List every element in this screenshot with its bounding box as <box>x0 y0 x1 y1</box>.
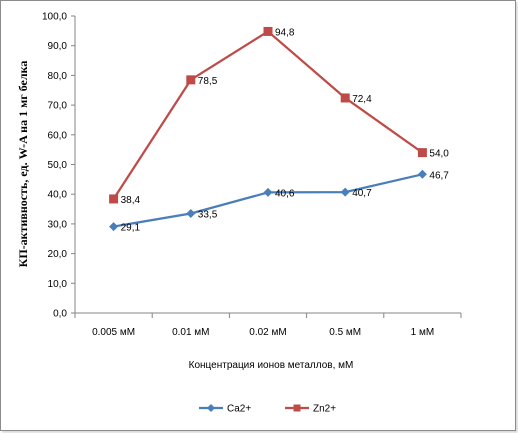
x-axis-ticks: 0.005 мМ 0.01 мМ 0.02 мМ 0.5 мМ 1 мМ <box>74 313 462 338</box>
x-tick-label: 0.5 мМ <box>329 327 361 338</box>
data-point <box>340 93 350 103</box>
data-point <box>417 169 427 179</box>
y-tick-label: 50,0 <box>48 160 68 171</box>
legend: Ca2+ Zn2+ <box>199 404 336 415</box>
series-zn2: 38,4 78,5 94,8 72,4 54,0 <box>109 26 449 206</box>
legend-label: Zn2+ <box>313 404 336 415</box>
y-tick-label: 60,0 <box>48 130 68 141</box>
data-label: 54,0 <box>429 149 449 160</box>
y-tick-label: 30,0 <box>48 219 68 230</box>
data-label: 38,4 <box>121 195 141 206</box>
series-line <box>113 173 423 228</box>
data-label: 46,7 <box>429 170 449 181</box>
data-point <box>109 194 119 204</box>
y-tick-label: 40,0 <box>48 190 68 201</box>
legend-marker <box>293 404 301 412</box>
y-tick-label: 90,0 <box>48 41 68 52</box>
data-label: 78,5 <box>198 76 218 87</box>
y-tick-label: 10,0 <box>48 279 68 290</box>
x-axis-title: Концентрация ионов металлов, мМ <box>189 360 354 371</box>
y-tick-label: 70,0 <box>48 101 68 112</box>
data-label: 72,4 <box>352 94 372 105</box>
legend-label: Ca2+ <box>227 404 251 415</box>
data-point <box>263 187 273 197</box>
x-tick-label: 1 мМ <box>411 327 435 338</box>
data-label: 94,8 <box>275 27 295 38</box>
data-label: 29,1 <box>121 223 141 234</box>
data-point <box>263 26 273 36</box>
data-point <box>186 209 196 219</box>
data-point <box>340 187 350 197</box>
y-axis-title: КП-активность, ед. W-A на 1 мг белка <box>16 61 30 268</box>
data-label: 33,5 <box>198 210 218 221</box>
series-ca2: 29,1 33,5 40,6 40,7 46,7 <box>109 169 449 234</box>
data-label: 40,6 <box>275 188 295 199</box>
data-point <box>109 222 119 232</box>
data-point <box>186 75 196 85</box>
series-group: 29,1 33,5 40,6 40,7 46,7 38,4 78,5 94,8 72,4 54,0 <box>109 26 449 234</box>
y-axis-ticks: 0,0 10,0 20,0 30,0 40,0 50,0 60,0 70,0 80,0 90,0 1… <box>42 12 75 320</box>
series-line <box>112 30 424 200</box>
legend-item-zn2: Zn2+ <box>285 404 336 415</box>
data-point <box>417 148 427 158</box>
data-label: 40,7 <box>352 188 372 199</box>
x-tick-label: 0.02 мМ <box>249 327 286 338</box>
y-tick-label: 100,0 <box>42 12 67 23</box>
legend-item-ca2: Ca2+ <box>199 404 251 415</box>
legend-marker <box>207 404 215 412</box>
axes <box>74 16 461 314</box>
x-tick-label: 0.01 мМ <box>172 327 209 338</box>
x-tick-label: 0.005 мМ <box>92 327 135 338</box>
y-tick-label: 20,0 <box>48 249 68 260</box>
y-tick-label: 0,0 <box>53 309 67 320</box>
y-tick-label: 80,0 <box>48 71 68 82</box>
